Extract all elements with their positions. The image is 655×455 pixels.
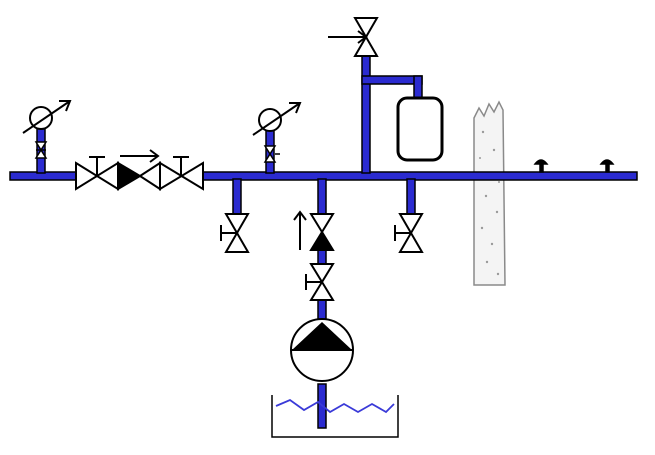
centrifugal-pump [290, 318, 354, 382]
gauge-middle-dial [258, 108, 282, 132]
drain-valve-left [220, 213, 250, 253]
water-surface [275, 398, 395, 414]
faucet-left [528, 159, 588, 173]
gauge-left-needle [22, 100, 71, 134]
reservoir-outline [271, 395, 399, 438]
flow-arrow-vertical [293, 210, 307, 250]
gate-valve-riser [305, 263, 335, 301]
flow-arrow-top-valve [328, 30, 368, 44]
water-reservoir [271, 395, 399, 438]
pressure-gauge-middle [252, 102, 302, 163]
gauge-middle-cock [263, 145, 277, 163]
pump-impeller-triangle [292, 322, 352, 350]
check-valve-filled-half [117, 161, 142, 191]
flow-arrow-horizontal [120, 149, 160, 163]
check-valve-riser-open-half [309, 213, 335, 234]
tank-branch-vertical [413, 75, 423, 99]
gauge-middle-needle-head [289, 102, 302, 114]
drain-pipe-right [406, 178, 416, 215]
expansion-tank [396, 96, 444, 162]
drain-pipe-left [232, 178, 242, 215]
check-valve-main [117, 161, 161, 191]
wall-texture [479, 130, 500, 276]
check-valve-open-half [138, 161, 161, 191]
pump-riser-pipe [317, 178, 327, 215]
tank-branch-horizontal [361, 75, 423, 85]
gauge-left-needle-head [59, 100, 72, 112]
wall-section [473, 100, 506, 286]
faucet-right [588, 159, 618, 173]
pressure-gauge-left [22, 100, 72, 159]
gate-valve-outlet [159, 156, 204, 191]
wall-outline [473, 100, 506, 286]
gauge-middle-needle [252, 102, 301, 136]
faucet-right-handle [599, 159, 615, 165]
check-valve-riser-filled-half [309, 230, 335, 251]
drain-valve-right [394, 213, 424, 253]
check-valve-riser [309, 213, 335, 251]
riser-pipe-segment-2 [317, 249, 327, 265]
faucet-left-handle [533, 159, 549, 165]
tank-riser-pipe [361, 55, 371, 174]
gate-valve-inlet [75, 156, 119, 191]
